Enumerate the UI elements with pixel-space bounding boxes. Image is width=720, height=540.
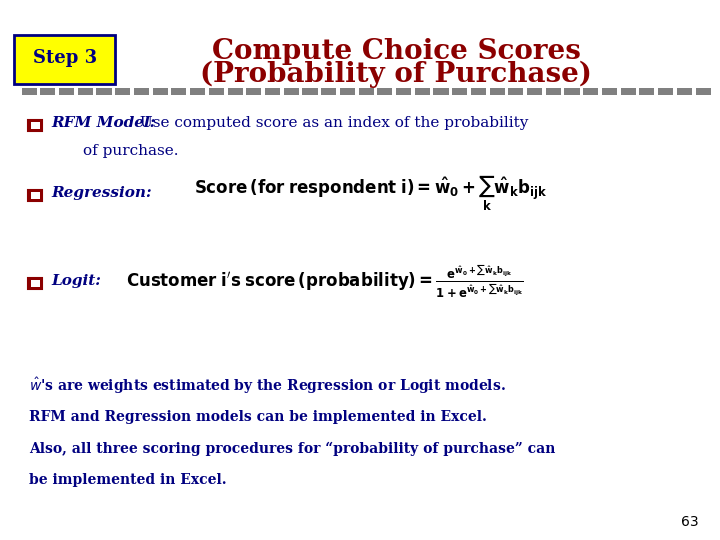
Text: Compute Choice Scores: Compute Choice Scores xyxy=(212,38,580,65)
FancyBboxPatch shape xyxy=(602,88,617,94)
FancyBboxPatch shape xyxy=(471,88,486,94)
FancyBboxPatch shape xyxy=(31,280,40,287)
FancyBboxPatch shape xyxy=(22,88,37,94)
Text: 63: 63 xyxy=(681,515,698,529)
Text: RFM Model:: RFM Model: xyxy=(52,116,156,130)
FancyBboxPatch shape xyxy=(302,88,318,94)
FancyBboxPatch shape xyxy=(452,88,467,94)
FancyBboxPatch shape xyxy=(359,88,374,94)
Text: $\mathbf{Customer\;i's\;score\,(probability) = \frac{e^{\hat{w}_0+\sum \hat{w}_k: $\mathbf{Customer\;i's\;score\,(probabil… xyxy=(126,263,523,300)
FancyBboxPatch shape xyxy=(490,88,505,94)
FancyBboxPatch shape xyxy=(134,88,149,94)
FancyBboxPatch shape xyxy=(78,88,93,94)
FancyBboxPatch shape xyxy=(564,88,580,94)
FancyBboxPatch shape xyxy=(190,88,205,94)
FancyBboxPatch shape xyxy=(31,122,40,129)
Text: $\hat{w}$'s are weights estimated by the Regression or Logit models.: $\hat{w}$'s are weights estimated by the… xyxy=(29,376,505,396)
Text: of purchase.: of purchase. xyxy=(83,144,179,158)
FancyBboxPatch shape xyxy=(284,88,299,94)
FancyBboxPatch shape xyxy=(265,88,280,94)
FancyBboxPatch shape xyxy=(677,88,692,94)
Text: Regression:: Regression: xyxy=(52,186,158,200)
FancyBboxPatch shape xyxy=(696,88,711,94)
FancyBboxPatch shape xyxy=(153,88,168,94)
FancyBboxPatch shape xyxy=(396,88,411,94)
Text: $\mathbf{Score\,(for\;respondent\;i) = \hat{w}_0 + \sum_k \hat{w}_k b_{ijk}}$: $\mathbf{Score\,(for\;respondent\;i) = \… xyxy=(194,173,548,213)
FancyBboxPatch shape xyxy=(59,88,74,94)
Text: Also, all three scoring procedures for “probability of purchase” can: Also, all three scoring procedures for “… xyxy=(29,442,555,456)
Text: be implemented in Excel.: be implemented in Excel. xyxy=(29,473,226,487)
FancyBboxPatch shape xyxy=(639,88,654,94)
FancyBboxPatch shape xyxy=(209,88,224,94)
FancyBboxPatch shape xyxy=(96,88,112,94)
FancyBboxPatch shape xyxy=(40,88,55,94)
Text: RFM and Regression models can be implemented in Excel.: RFM and Regression models can be impleme… xyxy=(29,410,487,424)
FancyBboxPatch shape xyxy=(340,88,355,94)
Text: Logit:: Logit: xyxy=(52,274,102,288)
FancyBboxPatch shape xyxy=(28,278,42,289)
FancyBboxPatch shape xyxy=(415,88,430,94)
Text: (Probability of Purchase): (Probability of Purchase) xyxy=(200,61,592,88)
FancyBboxPatch shape xyxy=(321,88,336,94)
FancyBboxPatch shape xyxy=(527,88,542,94)
FancyBboxPatch shape xyxy=(621,88,636,94)
FancyBboxPatch shape xyxy=(228,88,243,94)
FancyBboxPatch shape xyxy=(546,88,561,94)
FancyBboxPatch shape xyxy=(14,35,115,84)
FancyBboxPatch shape xyxy=(246,88,261,94)
FancyBboxPatch shape xyxy=(31,192,40,199)
FancyBboxPatch shape xyxy=(583,88,598,94)
FancyBboxPatch shape xyxy=(115,88,130,94)
FancyBboxPatch shape xyxy=(377,88,392,94)
FancyBboxPatch shape xyxy=(658,88,673,94)
FancyBboxPatch shape xyxy=(28,120,42,131)
FancyBboxPatch shape xyxy=(28,190,42,201)
FancyBboxPatch shape xyxy=(508,88,523,94)
FancyBboxPatch shape xyxy=(171,88,186,94)
Text: Step 3: Step 3 xyxy=(32,49,97,68)
Text: Use computed score as an index of the probability: Use computed score as an index of the pr… xyxy=(135,116,528,130)
FancyBboxPatch shape xyxy=(433,88,449,94)
